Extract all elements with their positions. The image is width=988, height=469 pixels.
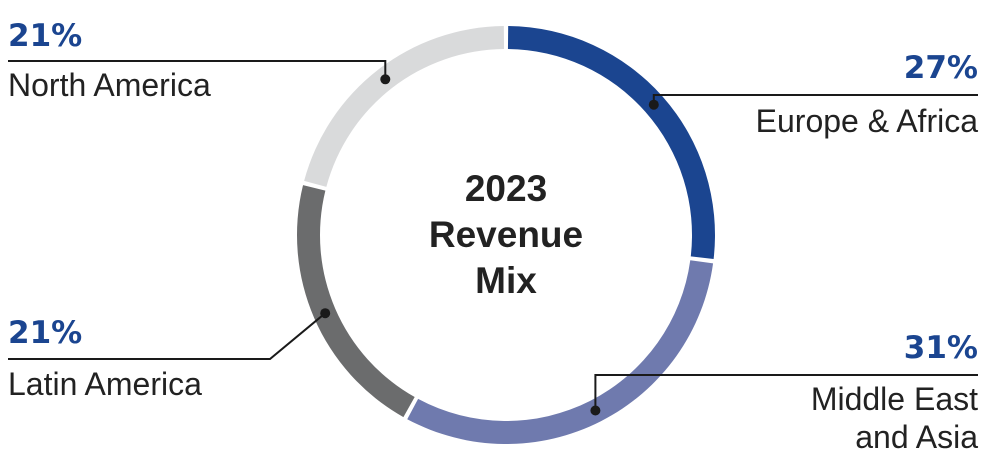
- slice-north-america: [304, 26, 505, 187]
- value-label-latin-america: 21%: [8, 315, 82, 351]
- slice-labels: 27% Europe & Africa 31% Middle East and Asia…: [8, 18, 978, 455]
- category-label-latin-america: Latin America: [8, 366, 202, 402]
- leader-dot-europe-and-africa: [648, 99, 659, 110]
- chart-title: 2023 Revenue Mix: [429, 168, 583, 301]
- donut-slices: [296, 26, 715, 444]
- slice-latin-america: [296, 185, 415, 418]
- leader-line-middle-east-and-asia: [594, 374, 978, 411]
- leader-dot-latin-america: [320, 308, 331, 319]
- category-label-europe-and-africa: Europe & Africa: [756, 103, 979, 139]
- slice-europe-and-africa: [507, 26, 715, 260]
- value-label-europe-and-africa: 27%: [904, 50, 978, 86]
- category-label-north-america: North America: [8, 67, 211, 103]
- category-label-middle-east-and-asia: Middle East and Asia: [811, 381, 978, 455]
- leader-line-north-america: [8, 60, 387, 80]
- slice-middle-east-and-asia: [407, 260, 714, 444]
- leader-dot-middle-east-and-asia: [590, 405, 601, 416]
- leader-line-latin-america: [8, 312, 326, 360]
- value-label-north-america: 21%: [8, 18, 82, 54]
- leader-lines: [8, 60, 978, 416]
- leader-dot-north-america: [380, 74, 391, 85]
- value-label-middle-east-and-asia: 31%: [904, 330, 978, 366]
